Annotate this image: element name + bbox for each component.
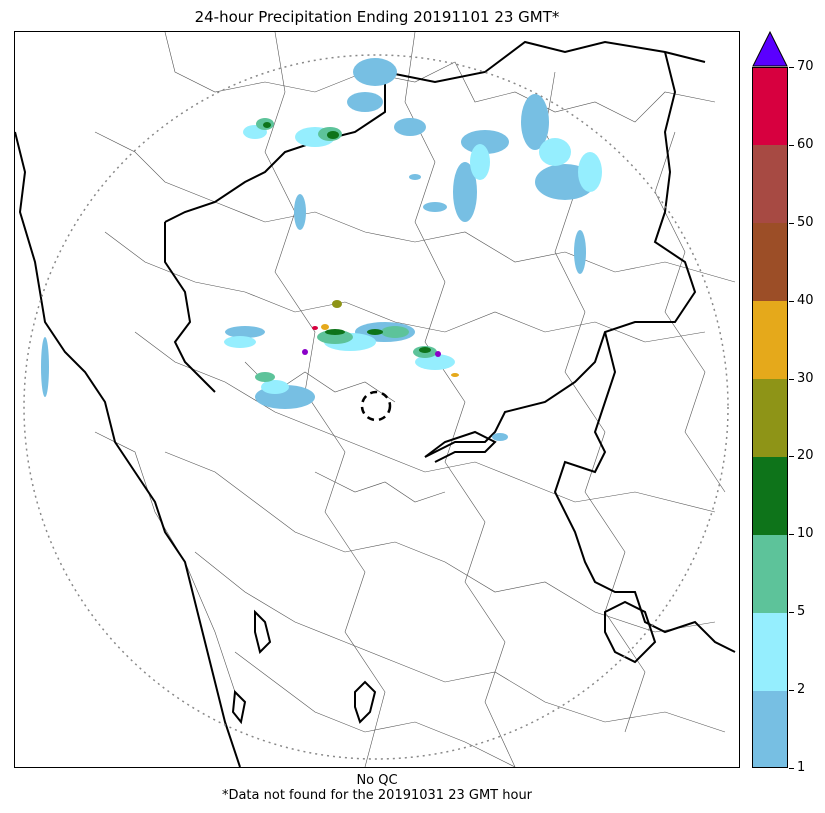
colorbar-tick: [789, 300, 794, 302]
colorbar-tick-label: 2: [797, 682, 806, 698]
radar-map: [15, 32, 736, 767]
colorbar-tick-label: 50: [797, 214, 814, 230]
colorbar-bin: [752, 378, 788, 457]
colorbar-bin: [752, 144, 788, 224]
colorbar-tick-label: 60: [797, 136, 814, 152]
precipitation-light: [41, 58, 595, 441]
precipitation-moderate: [224, 125, 602, 394]
colorbar-tick-label: 40: [797, 292, 814, 308]
colorbar-bin: [752, 612, 788, 691]
radar-map-panel: [14, 31, 740, 768]
district-boundaries: [94, 32, 736, 767]
colorbar: [752, 31, 788, 769]
radar-location-marker: [360, 390, 392, 422]
colorbar-tick-label: 1: [797, 760, 806, 775]
colorbar-tick-label: 70: [797, 59, 814, 74]
colorbar-extend-arrow: [752, 31, 788, 67]
precipitation-heavy: [255, 118, 459, 382]
colorbar-bin: [752, 690, 788, 769]
colorbar-tick: [789, 378, 794, 380]
colorbar-tick-label: 5: [797, 604, 806, 620]
colorbar-tick: [789, 222, 794, 224]
qc-label: No QC: [356, 773, 398, 788]
colorbar-bin: [752, 67, 788, 146]
colorbar-tick: [789, 67, 794, 68]
colorbar-tick-label: 30: [797, 370, 814, 386]
footnote: *Data not found for the 20191031 23 GMT …: [221, 788, 533, 803]
colorbar-bin: [752, 456, 788, 535]
colorbar-tick: [789, 144, 794, 146]
colorbar-tick: [789, 456, 794, 458]
colorbar-tick: [789, 768, 794, 769]
colorbar-bin: [752, 534, 788, 613]
colorbar-bin: [752, 300, 788, 380]
colorbar-bin: [752, 222, 788, 302]
colorbar-tick: [789, 690, 794, 692]
map-title: 24-hour Precipitation Ending 20191101 23…: [194, 8, 560, 26]
colorbar-tick-label: 20: [797, 448, 814, 464]
colorbar-tick: [789, 534, 794, 536]
radar-range-ring: [23, 54, 729, 760]
colorbar-tick: [789, 612, 794, 614]
colorbar-tick-label: 10: [797, 526, 814, 542]
state-boundaries: [15, 40, 736, 767]
